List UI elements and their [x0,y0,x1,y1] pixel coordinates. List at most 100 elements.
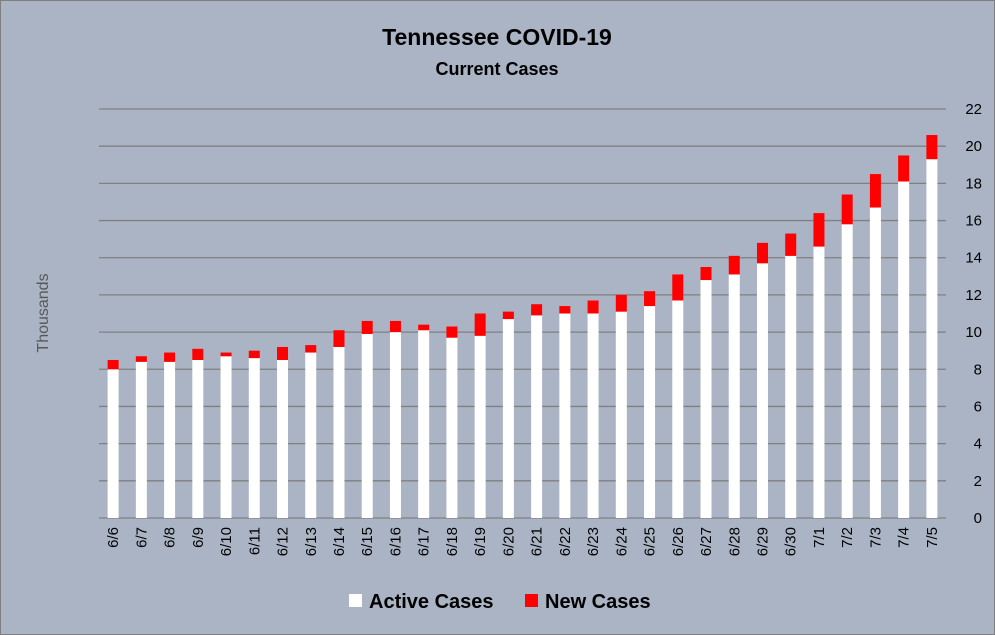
bar-active-cases [474,335,486,518]
legend-swatch-active-cases [349,594,362,607]
bar-new-cases [107,359,119,370]
bar-active-cases [389,332,401,518]
bar-active-cases [135,361,147,518]
bar-active-cases [813,246,825,518]
bars [107,135,938,519]
x-tick-label: 6/20 [500,527,517,556]
y-tick-label: 18 [965,175,982,192]
x-tick-label: 7/1 [811,527,828,548]
x-tick-label: 6/25 [642,527,659,556]
bar-new-cases [248,350,260,359]
x-tick-label: 6/9 [190,527,207,548]
bar-active-cases [361,333,373,518]
x-tick-label: 6/13 [303,527,320,556]
y-tick-label: 14 [965,250,982,267]
bar-active-cases [587,313,599,518]
y-tick-label: 22 [965,101,982,118]
bar-new-cases [502,311,514,320]
bar-active-cases [220,356,232,518]
bar-active-cases [756,263,768,518]
y-tick-label: 8 [974,361,982,378]
x-tick-label: 7/5 [924,527,941,548]
bar-active-cases [898,181,910,518]
x-axis-ticks: 6/6 6/7 6/8 6/9 6/10 6/11 6/12 6/13 6/14 6/15 6/16… [105,527,941,556]
bar-active-cases [192,359,204,518]
y-tick-label: 2 [974,473,982,490]
x-tick-label: 6/29 [754,527,771,556]
bar-active-cases [248,358,260,518]
x-tick-label: 6/24 [613,527,630,556]
y-tick-label: 20 [965,138,982,155]
bar-active-cases [672,300,684,518]
bar-new-cases [756,242,768,264]
legend: Active Cases New Cases [349,591,651,613]
bar-new-cases [728,255,740,275]
bar-active-cases [107,369,119,518]
bar-active-cases [728,274,740,518]
bar-new-cases [192,348,204,360]
bar-active-cases [418,330,430,518]
chart-subtitle: Current Cases [435,59,558,79]
bar-active-cases [841,224,853,518]
bar-active-cases [785,255,797,519]
x-tick-label: 6/11 [246,527,263,555]
bar-new-cases [898,155,910,182]
bar-new-cases [418,324,430,331]
x-tick-label: 6/7 [133,527,150,548]
bar-active-cases [531,315,543,518]
bar-new-cases [644,291,656,307]
x-tick-label: 6/27 [698,527,715,556]
x-tick-label: 7/3 [867,527,884,548]
y-tick-label: 6 [974,398,982,415]
x-tick-label: 6/12 [275,527,292,556]
bar-active-cases [615,311,627,518]
legend-label-active-cases: Active Cases [369,591,494,613]
x-tick-label: 7/4 [896,527,913,548]
bar-new-cases [785,233,797,256]
bar-new-cases [220,352,232,357]
y-tick-label: 16 [965,213,982,230]
bar-new-cases [841,194,853,225]
bar-new-cases [869,174,881,208]
bar-active-cases [277,359,289,518]
x-tick-label: 6/6 [105,527,122,548]
x-tick-label: 6/8 [162,527,179,548]
bar-active-cases [333,346,345,518]
bar-new-cases [615,294,627,312]
bar-active-cases [559,313,571,518]
bar-active-cases [926,159,938,519]
bar-active-cases [502,319,514,518]
y-axis-label: Thousands [35,273,52,352]
bar-new-cases [926,135,938,160]
bar-new-cases [135,356,147,362]
bar-new-cases [333,330,345,347]
x-tick-label: 6/18 [444,527,461,556]
x-tick-label: 6/14 [331,527,348,556]
gridlines [99,108,946,519]
y-tick-label: 12 [965,287,982,304]
x-tick-label: 7/2 [839,527,856,548]
legend-label-new-cases: New Cases [545,591,651,613]
x-tick-label: 6/17 [416,527,433,556]
x-tick-label: 6/21 [529,527,546,556]
x-tick-label: 6/26 [670,527,687,556]
x-tick-label: 6/19 [472,527,489,556]
x-tick-label: 6/22 [557,527,574,556]
y-tick-label: 4 [974,436,982,453]
y-tick-label: 0 [974,510,982,527]
bar-new-cases [164,352,176,362]
chart-title: Tennessee COVID-19 [382,24,612,50]
bar-active-cases [446,337,458,518]
x-tick-label: 6/28 [726,527,743,556]
bar-active-cases [700,280,712,518]
bar-new-cases [446,326,458,338]
bar-new-cases [277,346,289,360]
bar-new-cases [587,300,599,314]
bar-active-cases [869,207,881,519]
bar-new-cases [305,345,317,353]
legend-swatch-new-cases [525,594,538,607]
bar-new-cases [474,313,486,336]
bar-new-cases [559,306,571,314]
